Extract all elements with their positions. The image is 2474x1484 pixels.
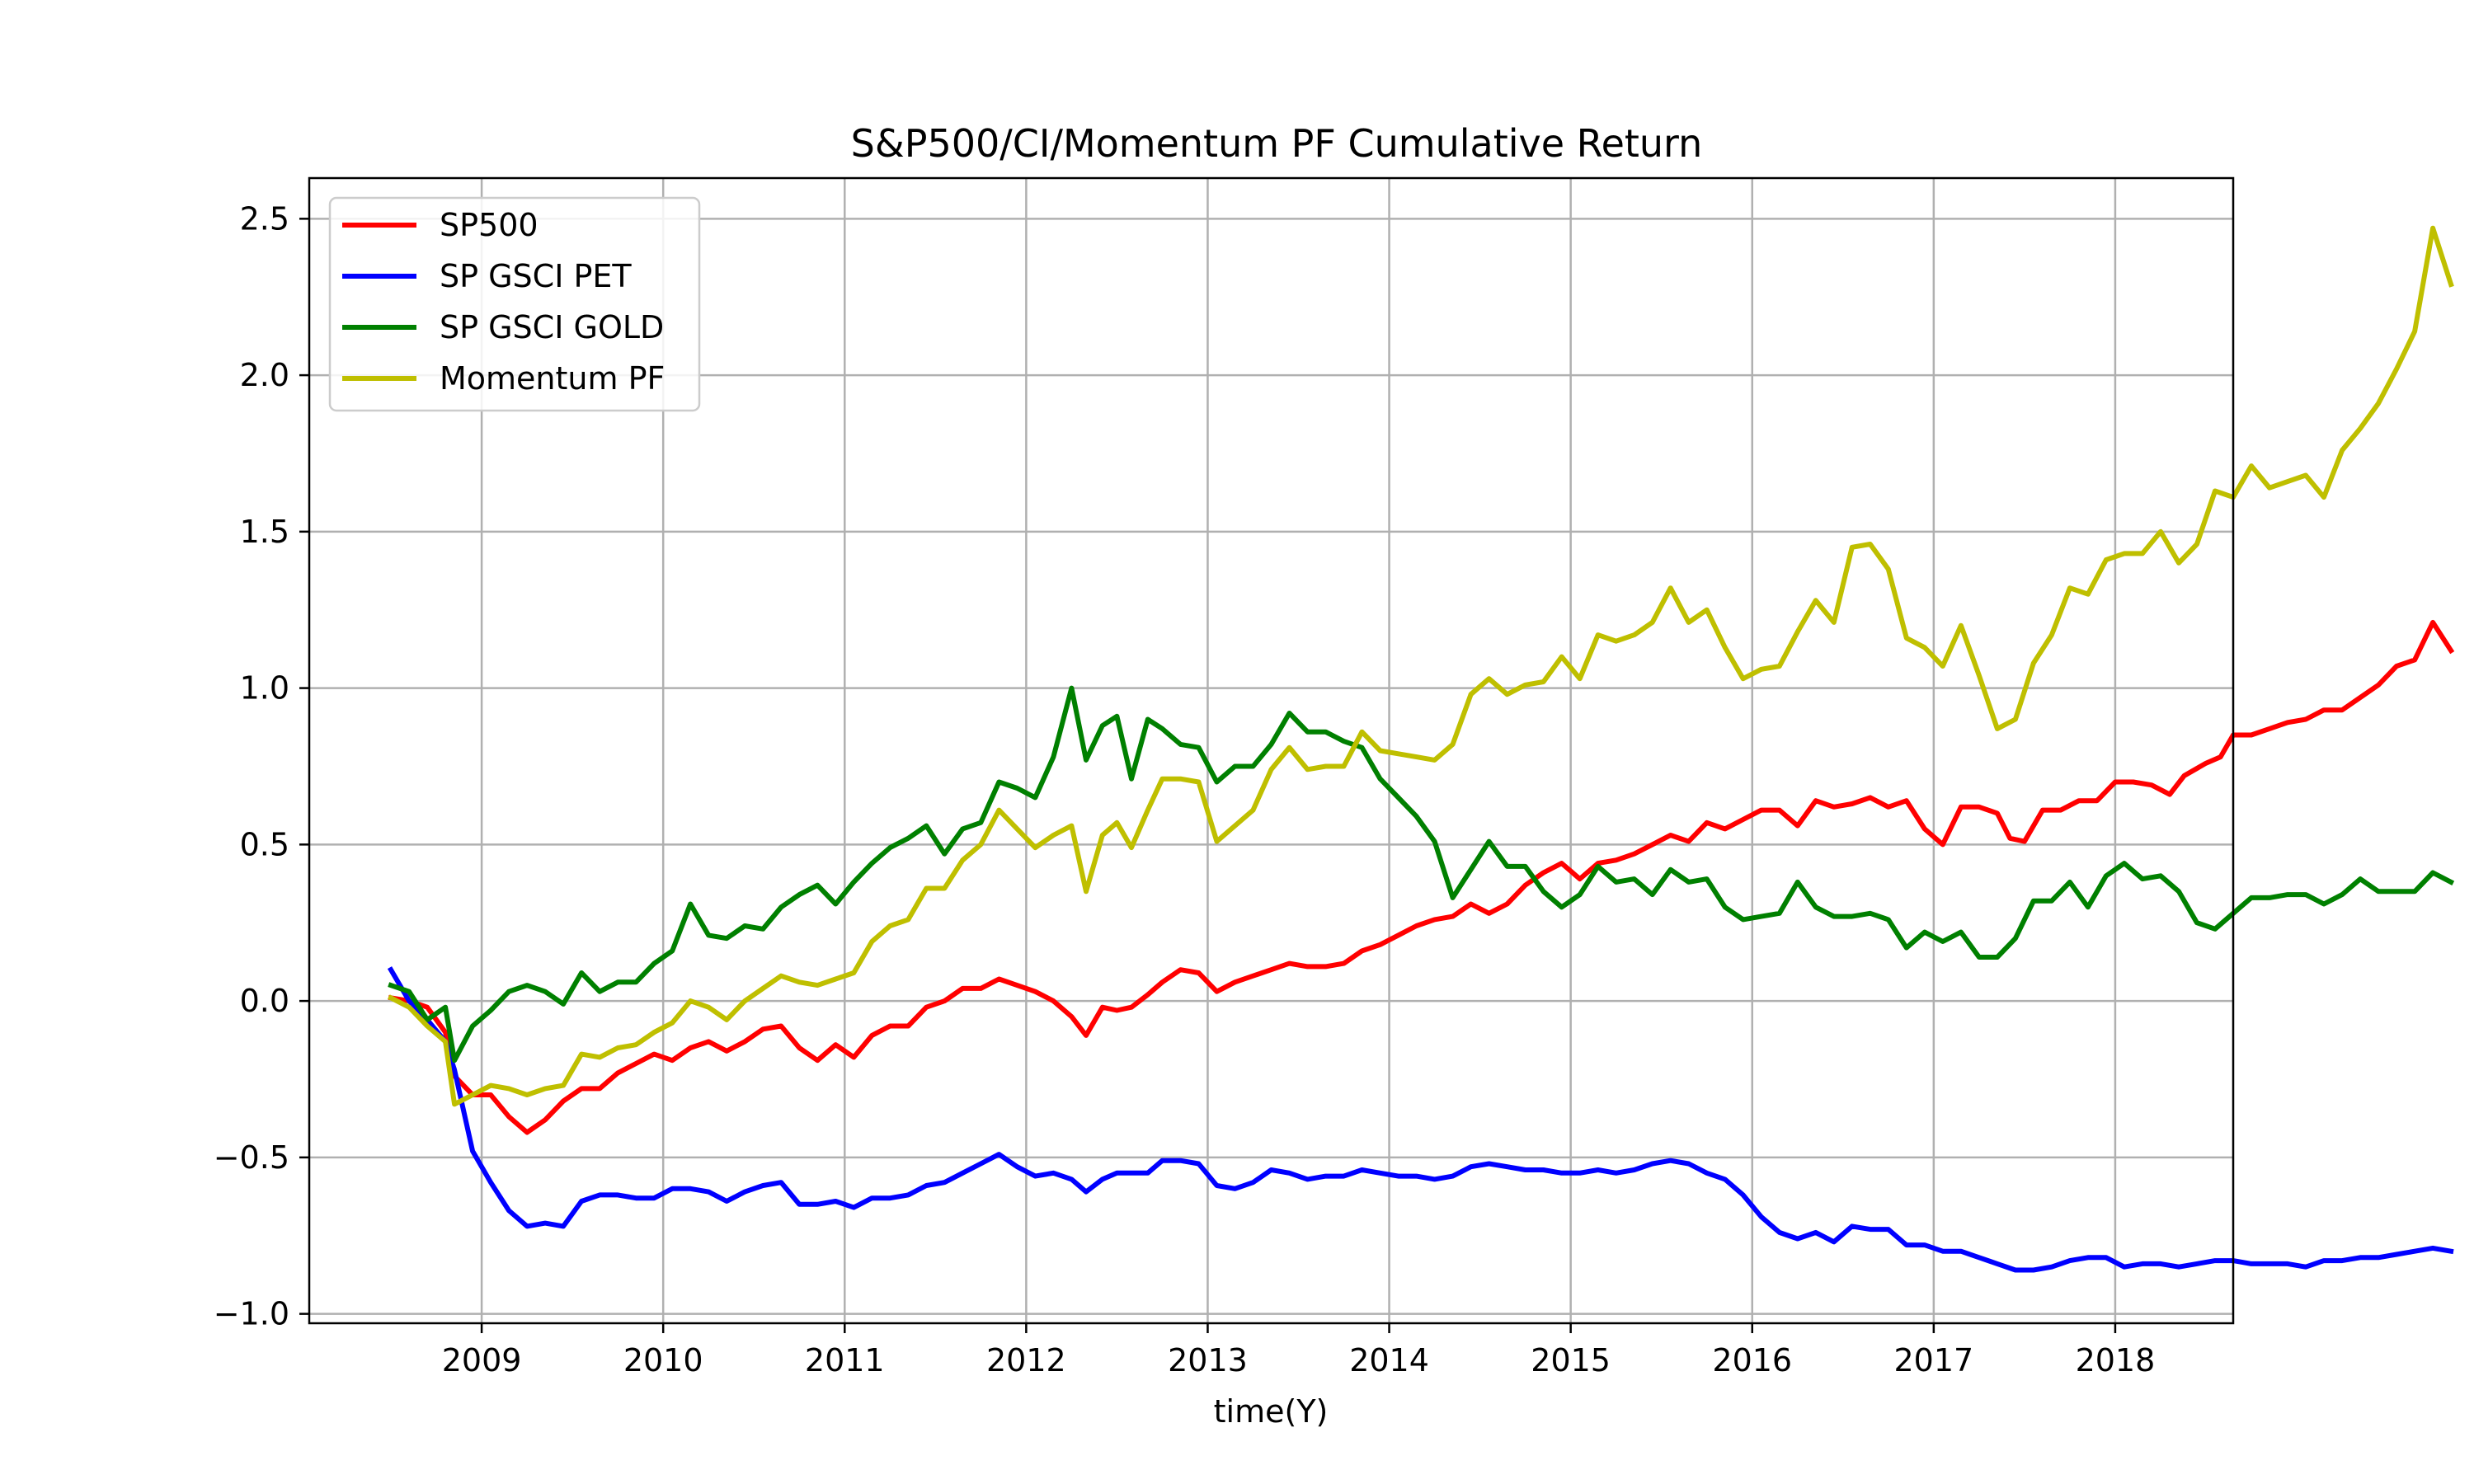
series-lines: [387, 225, 2455, 1273]
y-tick-label: 0.0: [240, 983, 289, 1019]
x-tick-label: 2009: [442, 1342, 522, 1378]
legend-label: SP GSCI GOLD: [440, 309, 664, 345]
x-tick-label: 2012: [986, 1342, 1066, 1378]
x-tick-label: 2010: [623, 1342, 703, 1378]
series-line-1: [387, 966, 2454, 1273]
grid: [309, 178, 2233, 1323]
series-line-0: [388, 619, 2455, 1135]
y-tick-label: 1.0: [240, 670, 289, 707]
legend: SP500 SP GSCI PET SP GSCI GOLD Momentum PF: [328, 196, 701, 412]
x-axis: 2009 2010 2011 2012 2013 2014 2015 2016 2017 2018: [442, 1323, 2156, 1378]
legend-label: SP500: [440, 207, 539, 243]
x-tick-label: 2011: [805, 1342, 885, 1378]
chart-title: S&P500/CI/Momentum PF Cumulative Return: [851, 121, 1703, 166]
y-tick-label: 0.5: [240, 826, 289, 862]
x-tick-label: 2013: [1168, 1342, 1248, 1378]
y-tick-label: 2.5: [240, 200, 289, 237]
legend-label: Momentum PF: [440, 360, 665, 397]
x-tick-label: 2015: [1531, 1342, 1611, 1378]
y-axis: −1.0 −0.5 0.0 0.5 1.0 1.5 2.0 2.5: [214, 200, 309, 1332]
series-line-3: [387, 225, 2454, 1107]
x-tick-label: 2014: [1349, 1342, 1429, 1378]
x-tick-label: 2017: [1893, 1342, 1973, 1378]
y-tick-label: −1.0: [214, 1296, 289, 1332]
plot-frame: [308, 176, 2235, 1325]
legend-box: [328, 196, 701, 412]
x-axis-label: time(Y): [1214, 1393, 1329, 1430]
series-line-2: [388, 685, 2455, 1064]
x-tick-label: 2016: [1712, 1342, 1792, 1378]
x-tick-label: 2018: [2076, 1342, 2156, 1378]
y-tick-label: 1.5: [240, 514, 289, 550]
y-tick-label: −0.5: [214, 1139, 289, 1176]
y-tick-label: 2.0: [240, 357, 289, 393]
legend-label: SP GSCI PET: [440, 258, 632, 294]
